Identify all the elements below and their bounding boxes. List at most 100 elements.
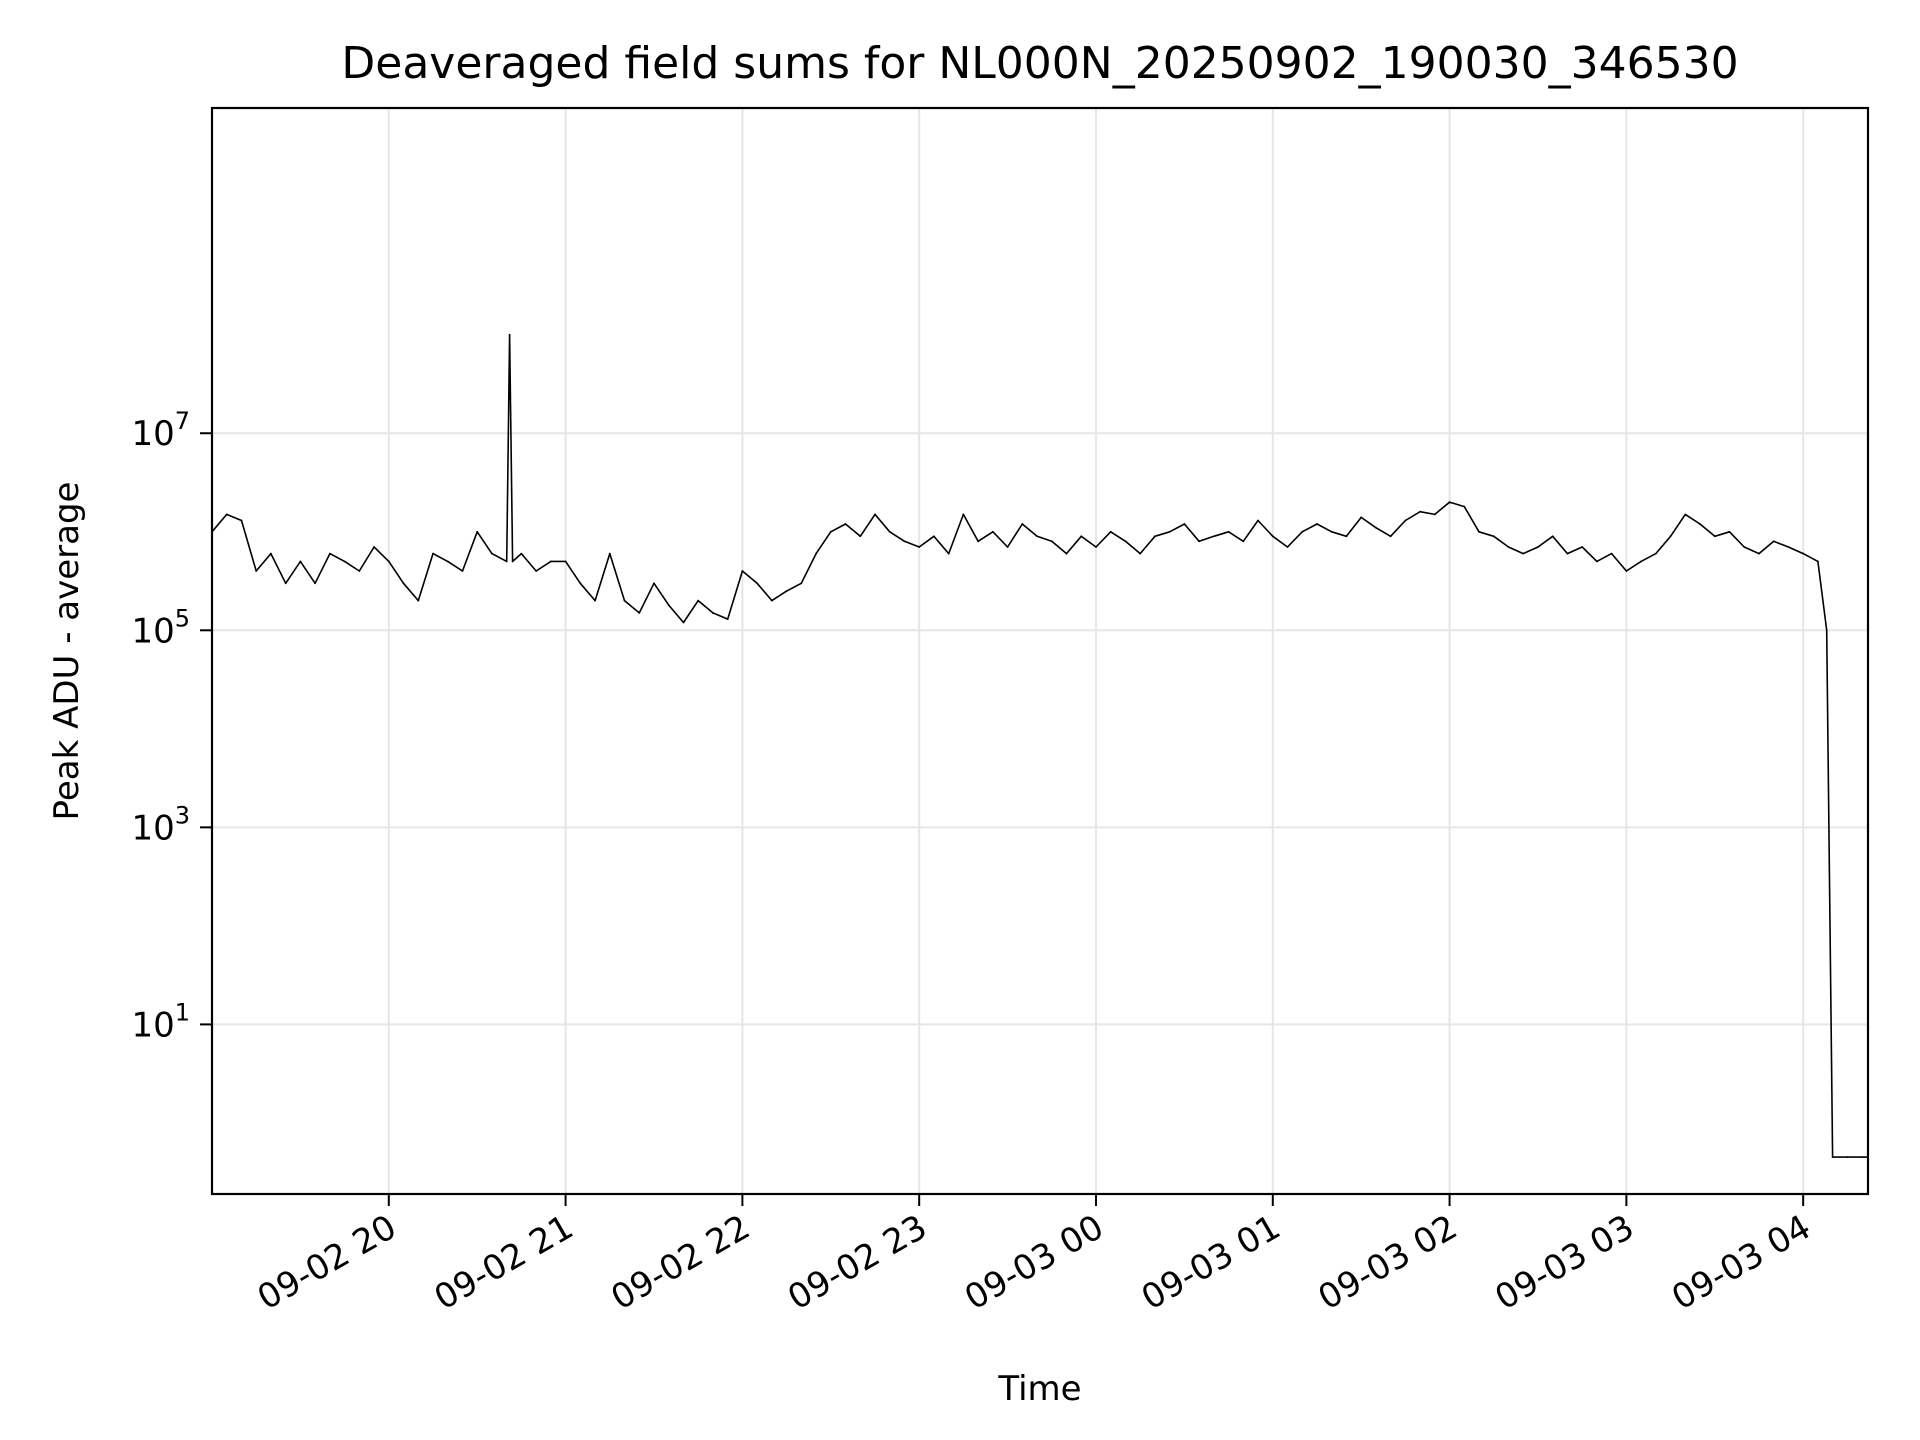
data-point (1050, 540, 1053, 543)
x-tick-label: 09-03 04 (1665, 1207, 1817, 1318)
data-point (815, 552, 817, 555)
data-point (508, 333, 511, 336)
data-point (1168, 530, 1171, 533)
data-point (947, 552, 950, 555)
data-point (299, 560, 302, 563)
data-point (446, 560, 449, 563)
data-point (1566, 552, 1569, 555)
data-point (1006, 546, 1009, 548)
data-point (770, 599, 773, 602)
data-point (1537, 546, 1539, 548)
plot-frame (210, 106, 1870, 1196)
data-point (1360, 516, 1363, 519)
data-point (225, 513, 228, 516)
series-line (211, 333, 1868, 1158)
data-point (977, 540, 980, 543)
grid-layer (212, 108, 1868, 1194)
data-point (638, 612, 641, 614)
data-point (1596, 560, 1598, 563)
data-point (314, 582, 317, 585)
data-point (712, 612, 714, 614)
data-point (1345, 535, 1348, 538)
data-point (1817, 560, 1819, 563)
data-point (1654, 552, 1657, 555)
data-point (1212, 535, 1215, 538)
data-point (579, 582, 582, 585)
x-tick-label: 09-02 23 (781, 1207, 933, 1318)
data-point (1375, 526, 1377, 529)
data-point (1257, 519, 1259, 522)
data-point (623, 599, 626, 602)
data-point (1581, 546, 1584, 548)
line-layer (211, 333, 1869, 1159)
data-point (1684, 513, 1687, 516)
data-point (667, 604, 670, 607)
data-point (1831, 1156, 1834, 1159)
data-point (874, 513, 876, 516)
data-point (1404, 519, 1407, 522)
data-point (1522, 552, 1525, 555)
y-tick-label: 107 (131, 407, 190, 454)
data-point (270, 552, 272, 555)
data-point (1787, 546, 1790, 548)
data-point (1139, 552, 1142, 555)
y-tick-base: 10 (131, 414, 174, 454)
data-point (1610, 552, 1613, 555)
data-point (1036, 535, 1038, 538)
data-point (373, 546, 375, 548)
data-point (785, 590, 788, 592)
data-point (1551, 535, 1554, 538)
data-point (1478, 530, 1480, 533)
data-point (1154, 535, 1156, 538)
data-point (1330, 530, 1333, 533)
data-point (417, 599, 420, 602)
x-tick-label: 09-03 01 (1135, 1207, 1287, 1318)
data-point (1065, 552, 1068, 555)
data-point (328, 552, 331, 555)
data-point (1699, 523, 1701, 525)
data-point (653, 582, 655, 585)
data-point (240, 519, 243, 522)
data-point (505, 560, 508, 563)
data-point (1825, 629, 1828, 632)
data-point (1772, 540, 1775, 543)
data-point (432, 552, 434, 555)
data-point (255, 570, 258, 572)
data-point (918, 546, 921, 548)
data-point (284, 582, 287, 585)
y-tick-label: 101 (131, 998, 190, 1045)
data-point (991, 530, 994, 533)
x-tick-label: 09-03 02 (1312, 1207, 1464, 1318)
data-point (520, 552, 523, 555)
data-point (1124, 540, 1127, 543)
data-point (1669, 535, 1672, 538)
data-point (726, 618, 729, 620)
data-point (549, 560, 552, 563)
data-point (1433, 513, 1436, 516)
data-point (402, 582, 405, 585)
data-point (1743, 546, 1746, 548)
data-point (1021, 523, 1024, 525)
data-point (844, 523, 847, 525)
y-tick-exponent: 3 (175, 801, 190, 829)
data-point (1463, 505, 1466, 508)
data-point (461, 570, 464, 572)
data-point (697, 599, 700, 602)
data-point (1389, 535, 1392, 538)
data-point (1758, 552, 1760, 555)
data-point (1183, 523, 1186, 525)
data-point (1640, 560, 1643, 563)
data-point (1286, 546, 1289, 548)
data-point (1713, 535, 1716, 538)
data-point (1080, 535, 1083, 538)
data-point (1728, 530, 1731, 533)
data-point (535, 570, 538, 572)
data-point (491, 552, 493, 555)
data-point (1301, 530, 1304, 533)
data-point (358, 570, 361, 572)
data-point (859, 535, 862, 538)
y-tick-label: 105 (131, 604, 190, 651)
data-point (608, 552, 611, 555)
